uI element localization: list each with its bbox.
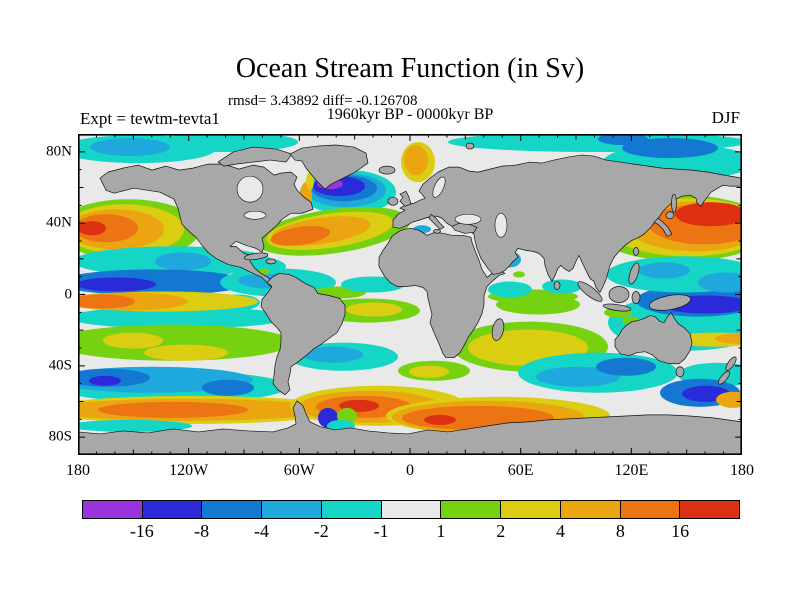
taiwan: [633, 247, 639, 256]
new-zealand-south: [718, 370, 730, 385]
colorbar-segment-4: [321, 501, 382, 518]
colorbar-tick-label: -8: [194, 521, 210, 541]
lat-tick-label: 80N: [46, 143, 72, 160]
south-america: [260, 273, 346, 396]
lat-tick-label: 40S: [48, 357, 72, 374]
greenland: [289, 144, 369, 190]
lon-tick-label: 180: [730, 462, 754, 479]
lon-tick-label: 60E: [507, 462, 534, 479]
australia: [614, 312, 693, 365]
colorbar-tick-label: 2: [496, 521, 506, 541]
lon-tick-label: 120W: [169, 462, 209, 479]
world-map-plot: [43, 131, 770, 457]
lat-tick-label: 40N: [46, 214, 72, 231]
ireland: [387, 196, 399, 206]
season-label: DJF: [711, 108, 740, 127]
borneo: [608, 286, 630, 303]
map-frame: [78, 134, 743, 455]
cuba: [243, 252, 269, 261]
hispaniola: [265, 258, 277, 265]
colorbar-tick-label: -4: [253, 521, 269, 541]
sri-lanka: [553, 281, 561, 290]
colorbar-segment-9: [620, 501, 681, 518]
colorbar-tick-label: -16: [129, 521, 154, 541]
continents: [77, 142, 743, 457]
colorbar-segment-7: [501, 501, 561, 518]
africa: [378, 227, 506, 359]
colorbar-segment-2: [202, 501, 263, 518]
japan: [653, 217, 673, 237]
lat-tick-label: 80S: [48, 428, 72, 445]
colorbar-segment-8: [560, 501, 621, 518]
stream-function-map: [43, 131, 770, 457]
svalbard: [465, 142, 475, 150]
black-sea: [454, 213, 482, 225]
lon-tick-label: 0: [406, 462, 414, 479]
lat-tick-label: 0: [64, 286, 73, 302]
colorbar-segment-3: [262, 501, 322, 518]
new-guinea: [648, 294, 692, 311]
colorbar-segment-6: [441, 501, 502, 518]
sakhalin: [671, 193, 677, 213]
iceland: [378, 165, 396, 175]
hokkaido: [665, 211, 675, 220]
colorbar-tick-label: 8: [615, 521, 625, 541]
stats-line: rmsd= 3.43892 diff= -0.126708: [228, 93, 418, 109]
eurasia: [392, 154, 743, 293]
norwegian-sea-positive-blob: [404, 145, 428, 176]
lon-tick-label: 120E: [614, 462, 649, 479]
italy: [428, 213, 445, 230]
sulawesi: [631, 291, 641, 304]
baltic-sea: [432, 176, 446, 198]
colorbar-tick-label: -2: [313, 521, 329, 541]
lon-tick-label: 60W: [283, 462, 315, 479]
colorbar-tick-label: 16: [671, 521, 690, 541]
hudson-bay: [236, 175, 264, 203]
sumatra: [577, 281, 603, 302]
caspian-sea: [494, 212, 508, 238]
experiment-label: Expt = tewtm-tevta1: [80, 109, 220, 128]
map-axis-ticks: [78, 134, 742, 455]
lon-tick-label: 180: [66, 462, 90, 479]
colorbar-segment-1: [142, 501, 203, 518]
colorbar-labels: -16 -8 -4 -2 -1 1 2 4 8 16: [82, 521, 740, 545]
colorbar-tick-label: -1: [373, 521, 389, 541]
gulf-stream-positive-band: [255, 206, 411, 256]
figure-title: Ocean Stream Function (in Sv): [235, 53, 585, 84]
sicily: [433, 228, 441, 234]
java: [602, 303, 632, 312]
arctic-islands: [217, 146, 293, 167]
colorbar-tick-label: 4: [556, 521, 566, 541]
colorbar: [82, 500, 740, 519]
new-zealand-north: [725, 356, 737, 371]
philippines: [628, 262, 640, 285]
tasmania: [675, 366, 685, 378]
colorbar-segment-5: [381, 501, 442, 518]
colorbar-segment-0: [83, 501, 143, 518]
colorbar-tick-label: 1: [436, 521, 446, 541]
great-britain: [399, 190, 412, 207]
antarctica: [77, 400, 743, 457]
colorbar-segment-10: [680, 501, 740, 518]
great-lakes: [243, 210, 267, 220]
north-pacific-positive-blob-west: [56, 199, 200, 260]
period-line: 1960kyr BP - 0000kyr BP: [326, 106, 494, 123]
madagascar: [491, 318, 505, 341]
